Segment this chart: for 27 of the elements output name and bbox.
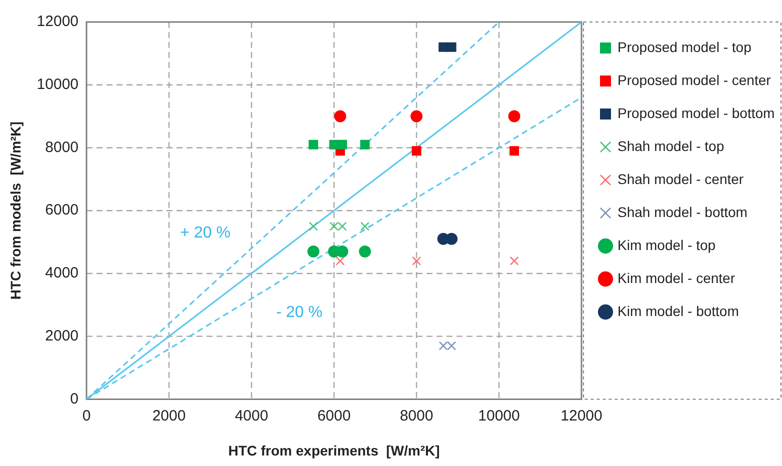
legend-label: Kim model - top — [618, 236, 716, 253]
y-axis-title: HTC from models [W/m²K] — [7, 122, 24, 300]
legend-label: Kim model - bottom — [618, 302, 739, 319]
y-tick-label: 6000 — [45, 202, 79, 219]
x-tick-label: 10000 — [478, 407, 520, 424]
x-tick-label: 6000 — [317, 407, 351, 424]
annotation: - 20 % — [276, 304, 322, 321]
x-tick-label: 12000 — [560, 407, 602, 424]
y-tick-label: 10000 — [36, 76, 79, 94]
annotation: + 20 % — [180, 224, 230, 242]
legend-label: Proposed model - bottom — [618, 104, 775, 121]
x-tick-label: 2000 — [152, 407, 186, 424]
legend-label: Proposed model - top — [618, 38, 752, 55]
x-tick-label: 4000 — [234, 407, 268, 424]
legend-label: Shah model - top — [618, 138, 724, 154]
y-tick-label: 4000 — [45, 264, 79, 282]
x-tick-label: 8000 — [400, 407, 434, 424]
legend-label: Shah model - center — [618, 170, 744, 187]
y-tick-label: 12000 — [36, 13, 79, 30]
x-tick-label: 0 — [82, 407, 91, 424]
legend-label: Proposed model - center — [618, 72, 772, 88]
legend-label: Kim model - center — [618, 270, 736, 286]
y-tick-label: 8000 — [45, 138, 79, 156]
x-axis-title: HTC from experiments [W/m²K] — [228, 442, 440, 458]
y-tick-label: 2000 — [45, 327, 79, 344]
y-tick-label: 0 — [70, 390, 79, 408]
legend-label: Shah model - bottom — [618, 204, 748, 220]
